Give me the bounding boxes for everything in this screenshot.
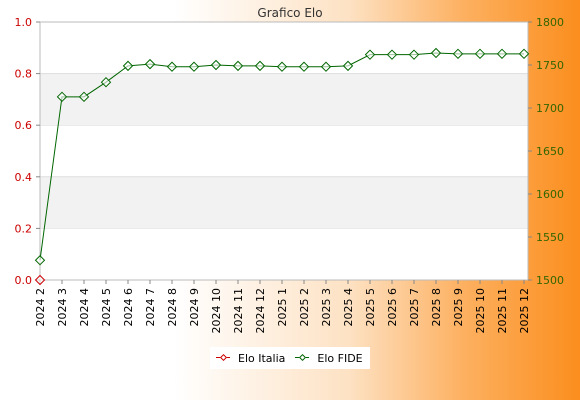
data-point — [496, 48, 508, 60]
data-point — [342, 60, 354, 72]
data-point — [518, 48, 530, 60]
right-axis: 1500 1550 1600 1650 1700 1750 1800 — [528, 16, 564, 287]
x-tick-label: 2025 6 — [386, 288, 399, 327]
data-point — [78, 91, 90, 103]
data-point — [320, 61, 332, 72]
data-point — [474, 48, 486, 60]
left-tick-label: 0.0 — [15, 274, 33, 287]
data-point — [298, 61, 310, 72]
data-point — [386, 49, 398, 60]
left-tick-label: 0.8 — [15, 68, 33, 81]
legend-marker-icon — [216, 353, 230, 363]
data-point — [188, 61, 200, 72]
x-tick-label: 2025 5 — [364, 288, 377, 327]
x-tick-label: 2025 7 — [408, 288, 421, 327]
x-tick-label: 2024 4 — [78, 288, 91, 327]
data-point — [122, 60, 134, 72]
right-tick-label: 1800 — [536, 16, 564, 29]
data-point — [452, 48, 464, 60]
data-point — [430, 47, 442, 59]
grid-band — [40, 73, 528, 126]
data-point — [276, 61, 288, 72]
legend-item-elo-italia[interactable]: Elo Italia — [216, 352, 285, 365]
data-point — [144, 58, 156, 70]
data-point — [100, 76, 112, 88]
x-tick-label: 2024 3 — [56, 288, 69, 327]
x-tick-label: 2025 3 — [320, 288, 333, 327]
data-point — [56, 91, 68, 103]
legend-marker-icon — [295, 353, 310, 363]
right-tick-label: 1700 — [536, 102, 564, 115]
x-tick-label: 2024 5 — [100, 288, 113, 327]
right-tick-label: 1550 — [536, 231, 564, 244]
x-tick-label: 2025 4 — [342, 288, 355, 327]
left-tick-label: 0.2 — [15, 222, 33, 235]
left-tick-label: 0.4 — [15, 171, 33, 184]
right-tick-label: 1750 — [536, 59, 564, 72]
left-axis: 0.0 0.2 0.4 0.6 0.8 1.0 — [15, 16, 40, 287]
plot-background — [40, 22, 528, 280]
x-tick-label: 2024 6 — [122, 288, 135, 327]
left-tick-label: 1.0 — [15, 16, 33, 29]
x-tick-label: 2025 11 — [496, 288, 509, 334]
grid-band — [40, 176, 528, 229]
x-tick-label: 2025 12 — [518, 288, 531, 334]
right-tick-label: 1600 — [536, 188, 564, 201]
x-tick-label: 2025 10 — [474, 288, 487, 334]
x-tick-label: 2025 2 — [298, 288, 311, 327]
plot-area — [39, 21, 529, 281]
x-tick-label: 2024 12 — [254, 288, 267, 334]
legend-label: Elo FIDE — [317, 351, 363, 365]
right-tick-label: 1500 — [536, 274, 564, 287]
data-point — [232, 60, 244, 72]
legend: Elo Italia Elo FIDE — [210, 347, 370, 369]
data-point — [408, 49, 420, 60]
x-tick-label: 2025 9 — [452, 288, 465, 327]
chart-title: Grafico Elo — [257, 6, 322, 20]
data-point — [166, 61, 178, 72]
data-point — [34, 255, 46, 266]
left-tick-label: 0.6 — [15, 119, 33, 132]
x-tick-label: 2024 2 — [34, 288, 47, 327]
x-axis: 2024 2 2024 3 2024 4 2024 5 2024 6 2024 7 2024… — [34, 280, 531, 334]
data-point — [364, 49, 376, 60]
x-tick-label: 2024 11 — [232, 288, 245, 334]
data-point — [34, 274, 46, 286]
series-layer — [34, 47, 530, 286]
x-tick-label: 2024 7 — [144, 288, 157, 327]
data-point — [210, 59, 222, 71]
right-tick-label: 1650 — [536, 145, 564, 158]
x-tick-label: 2024 10 — [210, 288, 223, 334]
x-tick-label: 2024 9 — [188, 288, 201, 327]
data-point — [254, 60, 266, 72]
x-tick-label: 2025 8 — [430, 288, 443, 327]
x-tick-label: 2025 1 — [276, 288, 289, 327]
x-tick-label: 2024 8 — [166, 288, 179, 327]
legend-label: Elo Italia — [238, 351, 286, 365]
legend-item-elo-fide[interactable]: Elo FIDE — [295, 351, 363, 365]
